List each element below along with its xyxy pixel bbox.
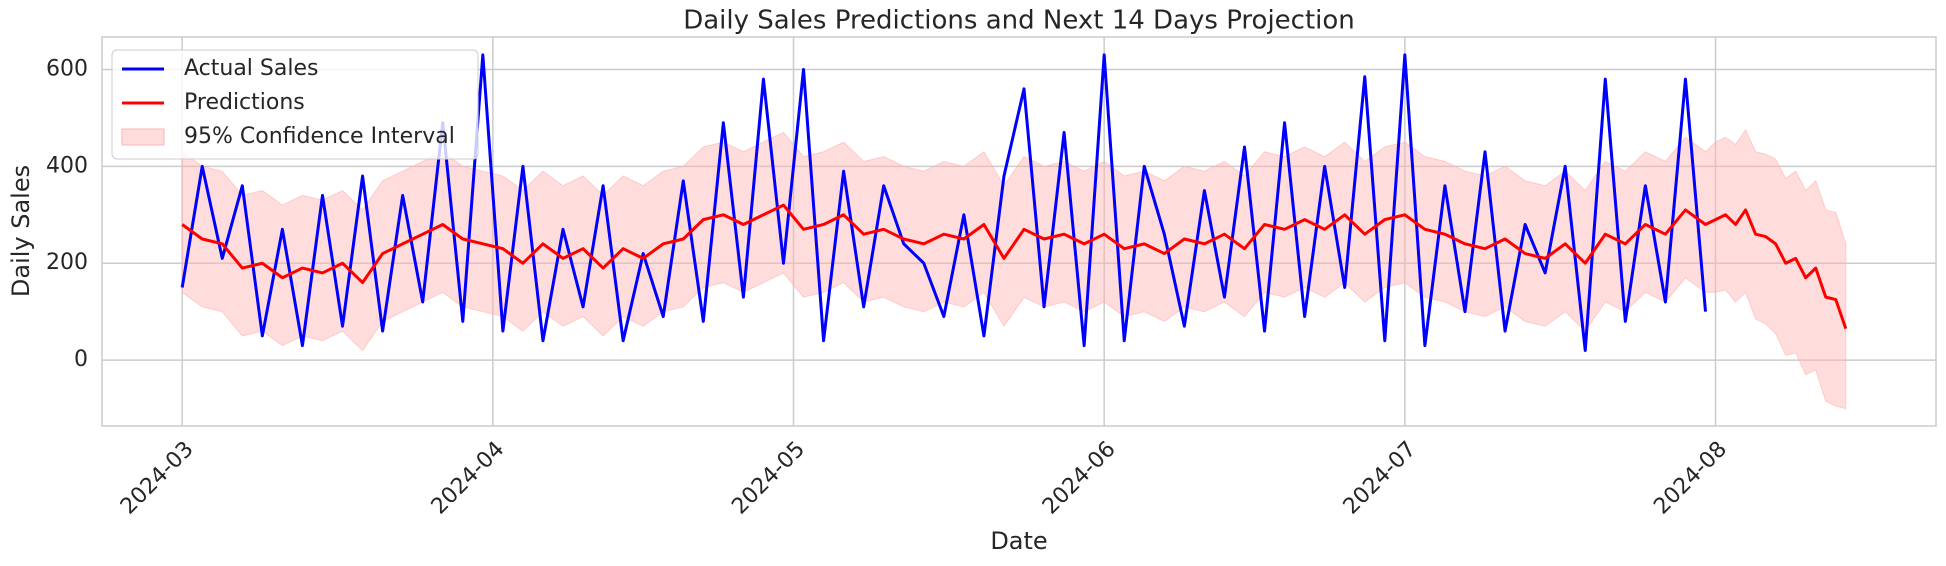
line [181,203,1848,330]
x-tick-label: 2024-07 [1339,437,1422,520]
y-tick-label: 200 [46,250,88,275]
chart-title: Daily Sales Predictions and Next 14 Days… [683,6,1355,36]
legend-label: Predictions [184,90,305,115]
y-tick-label: 600 [46,56,88,81]
x-tick-label: 2024-03 [116,437,199,520]
line [180,53,1707,352]
legend-label: Actual Sales [184,56,318,81]
y-tick-label: 0 [74,347,88,372]
confidence-band [181,129,1847,410]
legend-label: 95% Confidence Interval [184,124,455,149]
x-axis-label: Date [990,527,1047,555]
plot-frame [101,36,1937,427]
x-tick-label: 2024-06 [1038,437,1121,520]
y-tick-label: 400 [46,153,88,178]
legend-box [111,49,479,160]
y-axis-label: Daily Sales [7,165,35,297]
x-tick-label: 2024-04 [427,437,510,520]
legend-swatch [121,128,165,146]
x-tick-label: 2024-08 [1649,437,1732,520]
x-tick-label: 2024-05 [727,437,810,520]
